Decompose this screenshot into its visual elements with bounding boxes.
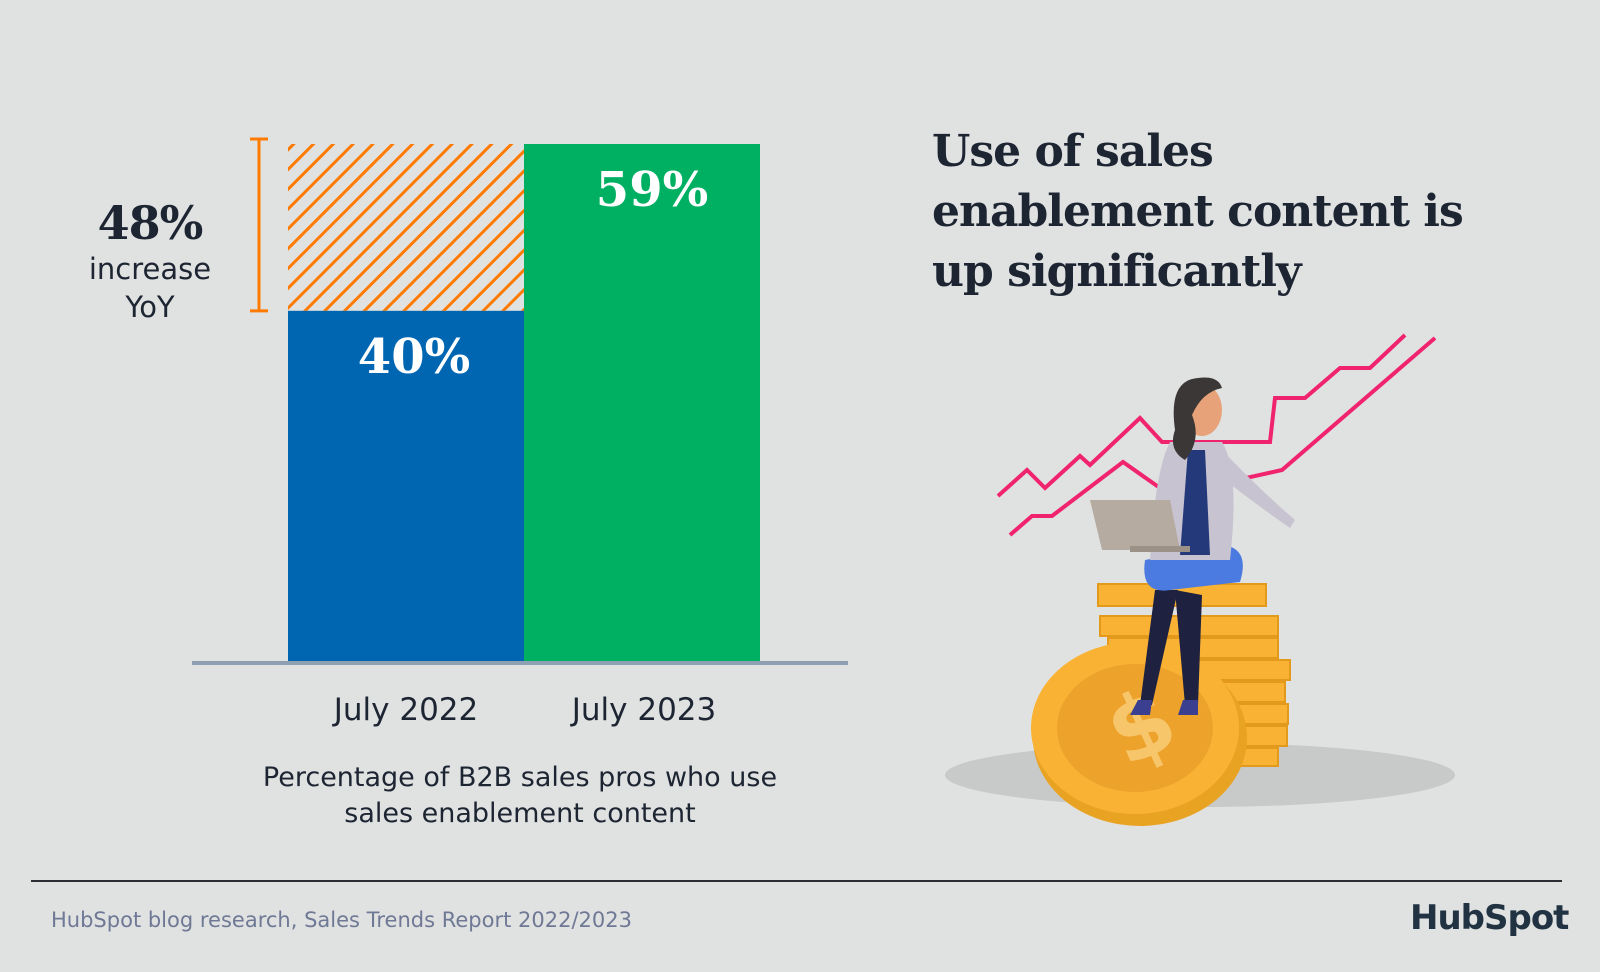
chart-caption: Percentage of B2B sales pros who use sal…	[262, 762, 778, 829]
x-tick-2023: July 2023	[571, 692, 717, 728]
footer-divider	[31, 880, 1562, 882]
source-note: HubSpot blog research, Sales Trends Repo…	[51, 908, 632, 932]
logo-text: HubSpot	[1410, 898, 1569, 938]
increase-annotation: 48% increase YoY	[60, 196, 240, 326]
bar-july-2023	[524, 144, 760, 662]
x-tick-2022: July 2022	[333, 692, 479, 728]
page-title: Use of sales enablement content is up si…	[932, 126, 1464, 297]
bar-july-2022	[288, 310, 524, 662]
increase-hatch	[288, 144, 524, 311]
bar-label-2022: 40%	[358, 329, 470, 385]
hubspot-logo: HubSpot	[1410, 898, 1569, 938]
increase-label: increase	[88, 252, 212, 286]
increase-value: 48%	[97, 196, 204, 250]
bar-label-2023: 59%	[596, 162, 708, 218]
bar-chart: 40% 59%	[192, 137, 848, 665]
increase-bracket	[250, 137, 268, 313]
woman-with-laptop-on-coins-icon: $	[945, 333, 1455, 826]
increase-period: YoY	[125, 290, 175, 324]
